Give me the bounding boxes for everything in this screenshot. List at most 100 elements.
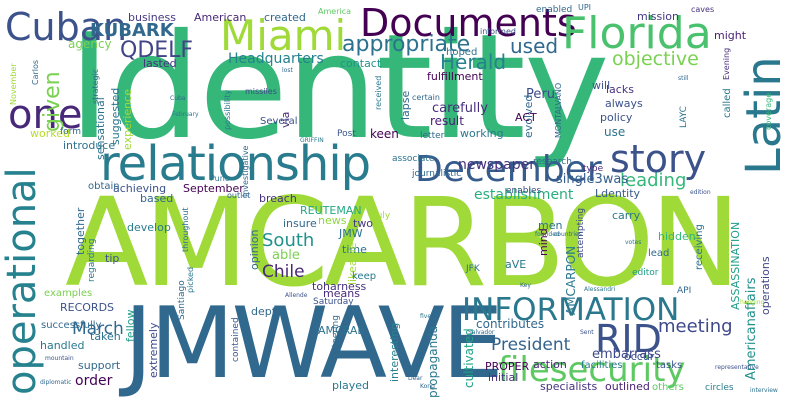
word-depth: depth bbox=[251, 305, 284, 318]
word-carry: carry bbox=[612, 209, 641, 222]
word-mountain: mountain bbox=[45, 355, 74, 362]
word-use: use bbox=[604, 125, 626, 139]
word-countries: countries bbox=[554, 231, 582, 238]
word-coverage: coverage bbox=[764, 92, 773, 130]
word-used: used bbox=[510, 34, 559, 58]
word-peru: Peru bbox=[526, 87, 555, 102]
word-lost: lost bbox=[282, 67, 293, 74]
word-regarding: regarding bbox=[87, 238, 97, 282]
word-reuteman: REUTEMAN bbox=[300, 204, 362, 217]
word-carefully: carefully bbox=[432, 101, 488, 116]
word-dear: Dear bbox=[408, 375, 423, 382]
word-amcarbon: AMCARBON bbox=[65, 172, 741, 314]
word-suggested: suggested bbox=[109, 87, 122, 145]
word-american: American bbox=[194, 11, 247, 24]
word-received: received bbox=[374, 75, 383, 110]
word-action: action bbox=[533, 358, 567, 371]
word-edition: edition bbox=[690, 189, 711, 196]
word-develop: develop bbox=[127, 221, 171, 234]
word-time: time bbox=[342, 243, 367, 256]
word-south: South bbox=[262, 230, 315, 251]
word-circles: circles bbox=[705, 383, 734, 393]
word-leading: leading bbox=[620, 170, 687, 191]
word-headquarters: Headquarters bbox=[228, 51, 324, 67]
word-examples: examples bbox=[44, 288, 93, 299]
word-one: one bbox=[8, 92, 83, 138]
word-contact: contact bbox=[340, 57, 382, 70]
word-receiving: receiving bbox=[694, 224, 705, 270]
word-achieving: achieving bbox=[113, 182, 167, 195]
word-embarrass: embarrass bbox=[592, 347, 661, 362]
word-post: Post bbox=[337, 129, 356, 139]
word-enabled: enabled bbox=[536, 5, 573, 15]
word-extremely: extremely bbox=[147, 322, 160, 379]
word-two: two bbox=[353, 217, 374, 230]
word-july: July bbox=[374, 211, 391, 221]
word-salvador: Salvador bbox=[468, 329, 495, 336]
word-layc: LAYC bbox=[679, 106, 689, 128]
word-montalvano: MONTALVANO bbox=[554, 82, 563, 138]
word-appropriate: appropriate bbox=[342, 32, 471, 57]
word-jmwave: JMWAVE bbox=[124, 287, 504, 401]
word-insure: insure bbox=[283, 217, 317, 230]
word-cuban: Cuban bbox=[5, 5, 128, 49]
word-santiago: Santiago bbox=[177, 280, 187, 320]
word-experience: experience bbox=[121, 89, 134, 150]
word-investigative: investigative bbox=[241, 145, 250, 197]
word-carlos: Carlos bbox=[31, 59, 40, 85]
word-operations: operations bbox=[759, 256, 772, 315]
word-amcrab: AMCRAB bbox=[318, 324, 365, 337]
word-based: based bbox=[140, 192, 174, 205]
word-key: Key bbox=[520, 282, 531, 289]
word-support: support bbox=[78, 359, 121, 372]
word-contained: contained bbox=[231, 317, 241, 362]
word-possibility: possibility bbox=[223, 89, 232, 130]
word-newspaper: newspaper bbox=[458, 157, 535, 173]
word-outlined: outlined bbox=[605, 380, 650, 393]
word-specialists: specialists bbox=[540, 380, 598, 393]
word-founded: founded bbox=[535, 231, 560, 238]
word-informed: informed bbox=[480, 27, 516, 36]
word-identity: Identity bbox=[68, 3, 610, 172]
word-story: story bbox=[610, 137, 707, 181]
word-november: November bbox=[9, 63, 18, 105]
word-five: five bbox=[420, 313, 432, 320]
word-ave: aVE bbox=[505, 258, 527, 271]
word-handled: handled bbox=[40, 339, 85, 352]
word-order: order bbox=[75, 373, 113, 389]
word-miami: Miami bbox=[220, 11, 347, 60]
word-successfully: successfully bbox=[41, 320, 102, 331]
word-strategic: strategic bbox=[91, 68, 100, 104]
word-throughout: throughout bbox=[181, 207, 190, 252]
word-kubark: KUBARK bbox=[90, 20, 174, 41]
word-lead: lead bbox=[648, 248, 670, 259]
word-griffin: GRIFFIN bbox=[300, 137, 324, 144]
word-hanging: hanging bbox=[740, 299, 765, 306]
word-president: President bbox=[491, 335, 571, 355]
word-means: means bbox=[323, 287, 360, 300]
word-assassination: ASSASSINATION bbox=[729, 221, 742, 310]
word-proper: PROPER bbox=[485, 360, 530, 373]
word-chile: Chile bbox=[262, 262, 305, 282]
word-qdelf: QDELF bbox=[120, 38, 194, 63]
word-september: September bbox=[183, 182, 244, 195]
word-upi: UPI bbox=[578, 3, 592, 12]
word-meeting: meeting bbox=[658, 316, 733, 337]
word-interesting: interesting bbox=[388, 322, 401, 382]
word-might: might bbox=[714, 29, 747, 42]
word-march: March bbox=[72, 319, 124, 339]
word-given: given bbox=[40, 71, 65, 132]
word-december: December bbox=[415, 149, 602, 190]
word-worked: worked bbox=[30, 127, 70, 140]
word-breach: breach bbox=[259, 192, 297, 205]
word-result: result bbox=[430, 114, 464, 128]
word-together: together bbox=[74, 207, 87, 255]
word-documents: Documents bbox=[360, 1, 577, 45]
word-others: others bbox=[652, 382, 684, 393]
word-herald: Herald bbox=[440, 50, 507, 74]
word-objective: objective bbox=[612, 48, 699, 70]
word-opinion: opinion bbox=[248, 229, 261, 271]
word-february: February bbox=[172, 111, 199, 118]
word-cuba: Cuba bbox=[170, 95, 186, 102]
